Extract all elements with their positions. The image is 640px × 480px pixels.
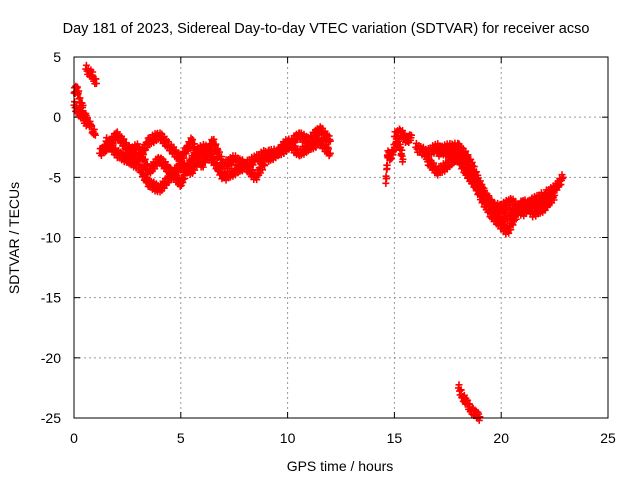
- data-point: [407, 131, 415, 139]
- x-tick-label: 5: [177, 430, 185, 446]
- data-point: [551, 185, 559, 193]
- data-point: [212, 140, 220, 148]
- data-point: [181, 174, 189, 182]
- data-point: [82, 115, 90, 123]
- data-point: [209, 149, 217, 157]
- y-tick-label: -10: [41, 230, 61, 246]
- x-tick-label: 10: [280, 430, 296, 446]
- data-point: [138, 149, 146, 157]
- data-point: [476, 413, 484, 421]
- data-point: [464, 151, 472, 159]
- data-point: [455, 381, 463, 389]
- data-point: [470, 163, 478, 171]
- data-points: [70, 61, 567, 424]
- data-point: [462, 147, 470, 155]
- plot-frame: [73, 56, 609, 419]
- data-point: [495, 207, 503, 215]
- y-tick-label: -25: [41, 410, 61, 426]
- data-point: [91, 131, 99, 139]
- x-tick-label: 20: [493, 430, 509, 446]
- data-point: [326, 137, 334, 145]
- data-point: [326, 149, 334, 157]
- data-point: [325, 145, 333, 153]
- chart-title: Day 181 of 2023, Sidereal Day-to-day VTE…: [63, 21, 590, 37]
- data-point: [482, 189, 490, 197]
- data-point: [382, 174, 390, 182]
- data-point: [399, 155, 407, 163]
- y-tick-label: -5: [49, 169, 62, 185]
- tick-labels: 0 5 10 15 20 25 5 0 -5 -10 -15 -20 -25: [41, 49, 616, 446]
- data-point: [476, 177, 484, 185]
- data-point: [509, 221, 517, 229]
- y-tick-label: 5: [53, 49, 61, 65]
- y-tick-label: -15: [41, 290, 61, 306]
- x-axis-label: GPS time / hours: [287, 458, 394, 474]
- data-point: [73, 83, 81, 91]
- data-point: [383, 161, 391, 169]
- data-point: [507, 226, 515, 234]
- data-point: [120, 135, 128, 143]
- data-point: [478, 183, 486, 191]
- x-tick-label: 0: [70, 430, 78, 446]
- data-point: [543, 202, 551, 210]
- data-point: [71, 98, 79, 106]
- y-axis-label: SDTVAR / TECUs: [6, 182, 22, 294]
- data-point: [457, 386, 465, 394]
- data-point: [185, 163, 193, 171]
- data-point: [466, 401, 474, 409]
- data-point: [398, 146, 406, 154]
- x-tick-label: 15: [387, 430, 403, 446]
- data-point: [549, 192, 557, 200]
- data-point: [559, 173, 567, 181]
- y-tick-label: -20: [41, 350, 61, 366]
- data-point: [253, 176, 261, 184]
- data-point: [261, 162, 269, 170]
- data-point: [79, 101, 87, 109]
- data-point: [472, 168, 480, 176]
- data-point: [141, 155, 149, 163]
- data-point: [191, 140, 199, 148]
- x-tick-label: 25: [600, 430, 616, 446]
- data-point: [388, 155, 396, 163]
- data-point: [79, 110, 87, 118]
- data-point: [92, 79, 100, 87]
- y-tick-label: 0: [53, 109, 61, 125]
- data-point: [191, 166, 199, 174]
- data-point: [259, 166, 267, 174]
- data-point: [183, 169, 191, 177]
- data-point: [89, 68, 97, 76]
- data-point: [83, 119, 91, 127]
- data-point: [217, 153, 225, 161]
- data-point: [136, 143, 144, 151]
- data-point: [75, 87, 83, 95]
- grid: [74, 57, 608, 418]
